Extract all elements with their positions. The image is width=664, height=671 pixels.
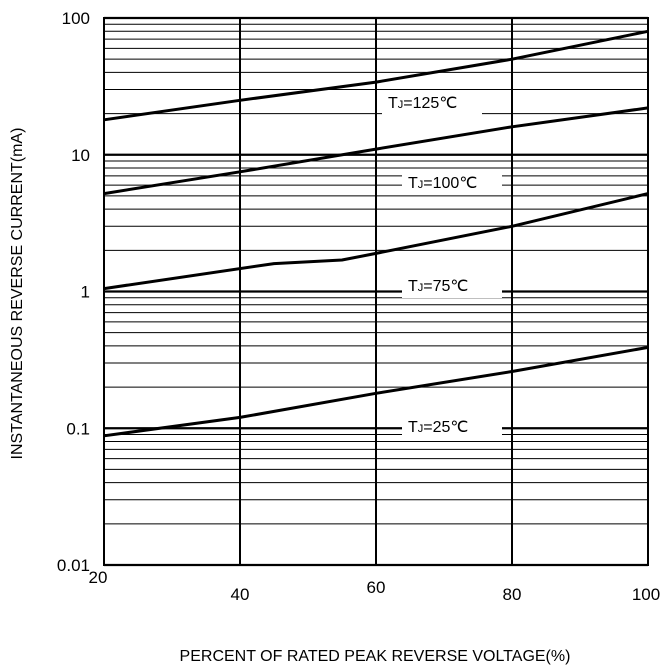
y-tick-label: 0.01 — [57, 556, 90, 575]
x-tick-labels: 20 40 60 80 100 — [89, 568, 661, 604]
y-axis-label: INSTANTANEOUS REVERSE CURRENT(mA) — [9, 128, 26, 460]
series-label-2: TJ=100℃ — [408, 175, 477, 192]
curves — [103, 29, 649, 438]
x-tick-label: 80 — [503, 585, 522, 604]
x-tick-label: 20 — [89, 568, 108, 587]
series-label-bg — [402, 274, 502, 298]
series-label-3: TJ=75℃ — [408, 278, 468, 295]
series-line-3 — [103, 192, 649, 291]
series-line-2 — [103, 106, 649, 196]
y-tick-labels: 100 10 1 0.1 0.01 — [57, 9, 90, 575]
x-tick-label: 60 — [367, 578, 386, 597]
plot-frame — [103, 17, 649, 566]
series-label-bg — [402, 171, 502, 195]
y-tick-label: 1 — [81, 283, 90, 302]
x-axis-label: PERCENT OF RATED PEAK REVERSE VOLTAGE(%) — [180, 648, 571, 665]
series-label-1: TJ=125℃ — [388, 95, 457, 112]
x-tick-label: 40 — [231, 585, 250, 604]
y-tick-label: 0.1 — [66, 419, 90, 438]
curve-labels: TJ=125℃ TJ=100℃ TJ=75℃ TJ=25℃ — [382, 91, 502, 439]
series-label-bg — [402, 415, 502, 439]
series-line-4 — [103, 345, 649, 438]
series-label-bg — [382, 91, 482, 115]
y-tick-label: 10 — [71, 146, 90, 165]
y-tick-label: 100 — [62, 9, 90, 28]
series-line-1 — [103, 29, 649, 122]
x-tick-label: 100 — [632, 585, 660, 604]
series-label-4: TJ=25℃ — [408, 419, 468, 436]
